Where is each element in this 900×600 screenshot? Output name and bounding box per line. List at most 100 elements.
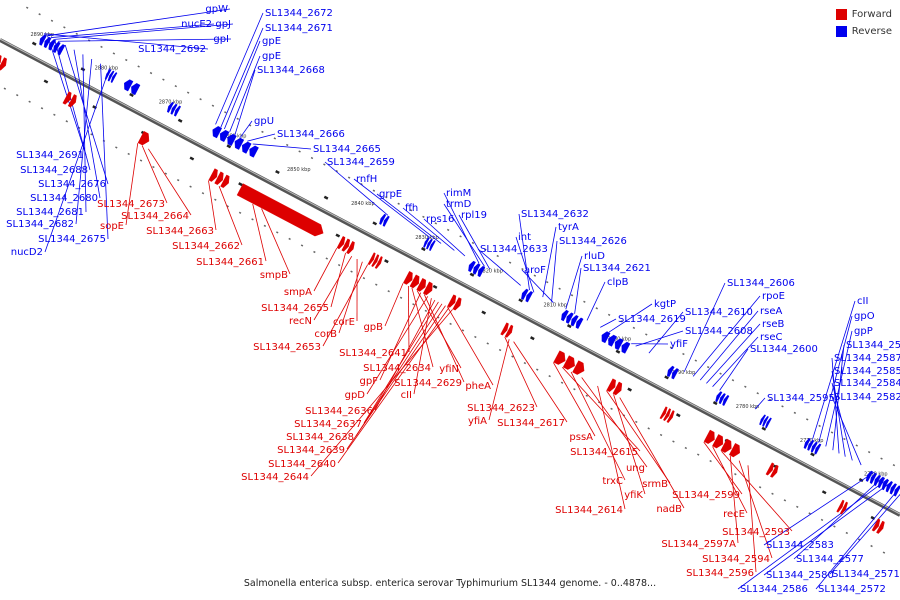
axis-tick (496, 254, 499, 258)
gene-label-cii: cII (401, 390, 412, 401)
forward-gene-arrow (374, 256, 383, 269)
gene-label-sl1344-2589: SL1344_2589 (846, 340, 900, 351)
label-leader-line (488, 339, 510, 421)
axis-tick (731, 379, 735, 382)
label-leader-line (542, 226, 557, 298)
label-leader-line (125, 143, 139, 226)
gene-label-sl1344-2666: SL1344_2666 (277, 129, 345, 140)
axis-tick (422, 215, 425, 218)
reverse-gene-arrow (807, 439, 815, 451)
gene-label-gpo: gpO (854, 311, 875, 322)
axis-tick (808, 512, 811, 515)
axis-tick (174, 85, 178, 88)
label-leader-line (763, 471, 875, 546)
reverse-gene-arrow (873, 474, 882, 487)
gene-label-sl1344-2614: SL1344_2614 (555, 505, 623, 516)
genome-axis (0, 6, 900, 554)
axis-tick (38, 13, 41, 16)
forward-gene-arrow (0, 55, 2, 64)
kbp-tick-label: 2810 kbp (543, 302, 567, 308)
label-leader-line (570, 371, 626, 481)
axis-tick (632, 326, 636, 330)
label-leader-line (229, 55, 261, 132)
label-leader-line (513, 341, 568, 423)
gene-label-sl1344-2665: SL1344_2665 (313, 144, 381, 155)
axis-tick (867, 450, 871, 454)
axis-tick (28, 100, 31, 103)
reverse-gene-arrow (525, 291, 534, 303)
gene-label-sl1344-2617: SL1344_2617 (497, 418, 565, 429)
reverse-gene-arrow (671, 368, 679, 380)
reverse-gene-arrow (249, 145, 259, 158)
forward-gene-arrow (416, 278, 427, 292)
reverse-gene-arrow (893, 485, 900, 497)
axis-tick (100, 45, 103, 49)
axis-tick (533, 274, 537, 277)
axis-tick (694, 359, 698, 362)
axis-marker (335, 233, 341, 238)
gene-label-sl1344-2596: SL1344_2596 (686, 568, 754, 579)
reverse-gene-arrow (803, 437, 811, 449)
gene-label-rseb: rseB (762, 319, 784, 330)
legend-label-reverse: Reverse (851, 26, 892, 37)
label-leader-line (363, 301, 439, 424)
axis-tick (397, 202, 400, 205)
axis-tick (350, 270, 353, 273)
gene-label-nadb: nadB (656, 504, 682, 515)
reverse-gene-arrow (565, 312, 574, 324)
forward-gene-arrow (452, 297, 462, 311)
axis-marker (821, 490, 827, 495)
axis-tick (645, 333, 648, 336)
axis-tick (744, 385, 747, 388)
label-leader-line (252, 203, 267, 262)
axis-tick (484, 248, 487, 251)
axis-marker (372, 221, 378, 226)
reverse-gene-arrow (382, 215, 390, 227)
label-leader-line (252, 143, 312, 150)
gene-label-sl1344-2655: SL1344_2655 (261, 303, 329, 314)
axis-tick (152, 165, 155, 169)
label-leader-line (608, 303, 653, 333)
forward-gene-arrow (447, 294, 457, 308)
label-leader-line (384, 283, 404, 327)
label-leader-line (413, 298, 432, 395)
gene-label-sl1344-2641: SL1344_2641 (339, 348, 407, 359)
gene-label-rece: recE (723, 509, 745, 520)
gene-label-sl1344-2675: SL1344_2675 (38, 234, 106, 245)
label-leader-line (443, 192, 480, 264)
gene-label-sl1344-2638: SL1344_2638 (286, 432, 354, 443)
reverse-gene-arrow (810, 441, 818, 453)
axis-marker (712, 401, 718, 406)
forward-gene-arrow (220, 174, 230, 189)
forward-gene-arrow (504, 324, 514, 338)
axis-tick (50, 19, 54, 22)
axis-tick (424, 309, 428, 312)
label-leader-line (719, 348, 749, 391)
gene-label-corb: corB (314, 329, 337, 340)
reverse-gene-arrow (621, 341, 631, 354)
axis-tick (347, 176, 351, 179)
forward-gene-arrow (659, 406, 668, 420)
gene-label-ung: ung (626, 463, 645, 474)
reverse-gene-arrow (759, 414, 766, 426)
axis-tick (756, 392, 759, 395)
kbp-tick-label: 2830 kbp (415, 235, 439, 241)
forward-gene-arrow (606, 378, 616, 392)
axis-tick (273, 137, 277, 140)
label-leader-line (355, 303, 443, 437)
axis-tick (635, 420, 638, 424)
gene-label-ffh: ffh (405, 203, 418, 214)
axis-tick (164, 172, 168, 175)
label-leader-line (521, 269, 554, 303)
axis-marker (761, 426, 767, 431)
axis-tick (820, 518, 824, 522)
reverse-gene-arrow (666, 365, 675, 378)
label-leader-line (402, 207, 455, 251)
gene-label-gpb: gpB (363, 322, 383, 333)
gene-label-sl1344-2634: SL1344_2634 (363, 363, 431, 374)
axis-tick (236, 117, 239, 120)
axis-tick (263, 224, 267, 227)
kbp-tick-label: 2780 kbp (736, 404, 760, 410)
gene-label-sl1344-2644: SL1344_2644 (241, 472, 309, 483)
